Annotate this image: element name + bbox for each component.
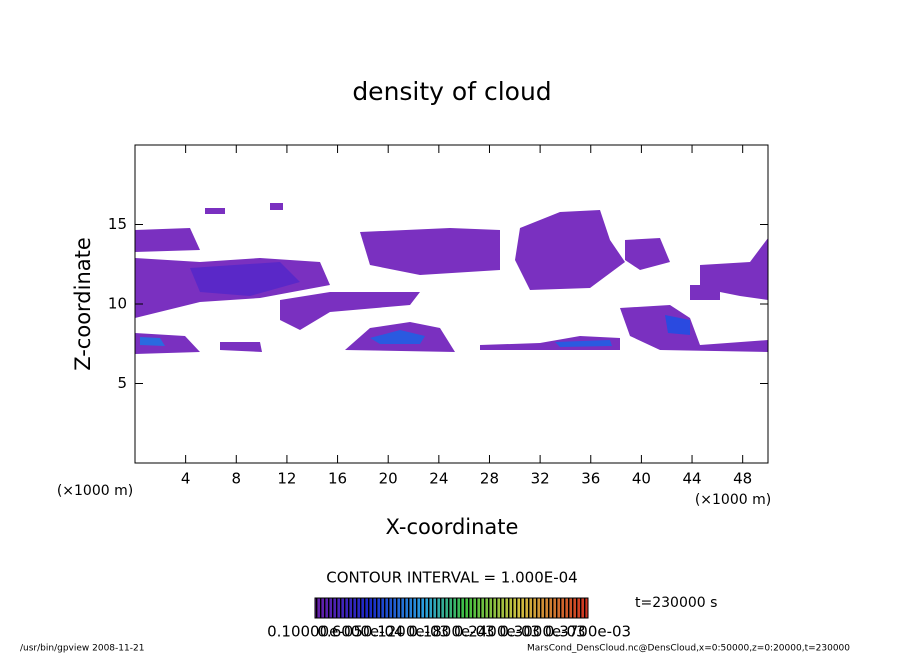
x-tick-label: 20 xyxy=(379,470,398,488)
x-unit: (×1000 m) xyxy=(57,483,133,499)
chart-title: density of cloud xyxy=(352,77,551,106)
x-tick-label: 16 xyxy=(328,470,347,488)
y-tick-label: 5 xyxy=(117,374,127,392)
x-tick-label: 4 xyxy=(181,470,191,488)
y-tick-label: 10 xyxy=(108,295,127,313)
colorbar-frame xyxy=(314,597,589,619)
x-tick-label: 36 xyxy=(581,470,600,488)
colorbar-label: 0.1200e-03 xyxy=(363,623,449,641)
x-tick-label: 40 xyxy=(632,470,651,488)
colorbar-label: 0.2400e-03 xyxy=(454,623,540,641)
footer: MarsCond_DensCloud.nc@DensCloud,x=0:5000… xyxy=(527,644,850,654)
contour-interval: CONTOUR INTERVAL = 1.000E-04 xyxy=(326,569,577,587)
colorbar-label: 0.3700e-03 xyxy=(545,623,631,641)
y-tick-label: 15 xyxy=(108,215,127,233)
x-unit: (×1000 m) xyxy=(695,492,771,508)
x-axis-label: X-coordinate xyxy=(386,515,519,539)
x-tick-label: 28 xyxy=(480,470,499,488)
x-tick-label: 44 xyxy=(682,470,701,488)
cloud-contours xyxy=(135,203,768,354)
x-tick-label: 8 xyxy=(232,470,242,488)
footer: /usr/bin/gpview 2008-11-21 xyxy=(20,644,144,654)
x-tick-label: 48 xyxy=(733,470,752,488)
plot-frame xyxy=(134,144,769,464)
time-label: t=230000 s xyxy=(635,595,717,611)
y-axis-label: Z-coordinate xyxy=(71,237,95,371)
colorbar-label: 0.6000e-04 xyxy=(317,623,403,641)
x-tick-label: 12 xyxy=(277,470,296,488)
colorbar-label: 0.10000e-05 xyxy=(267,623,363,641)
colorbar-label: 0.1800e-03 xyxy=(408,623,494,641)
x-tick-label: 24 xyxy=(429,470,448,488)
colorbar-label: 0.3000e-03 xyxy=(499,623,585,641)
x-tick-label: 32 xyxy=(531,470,550,488)
